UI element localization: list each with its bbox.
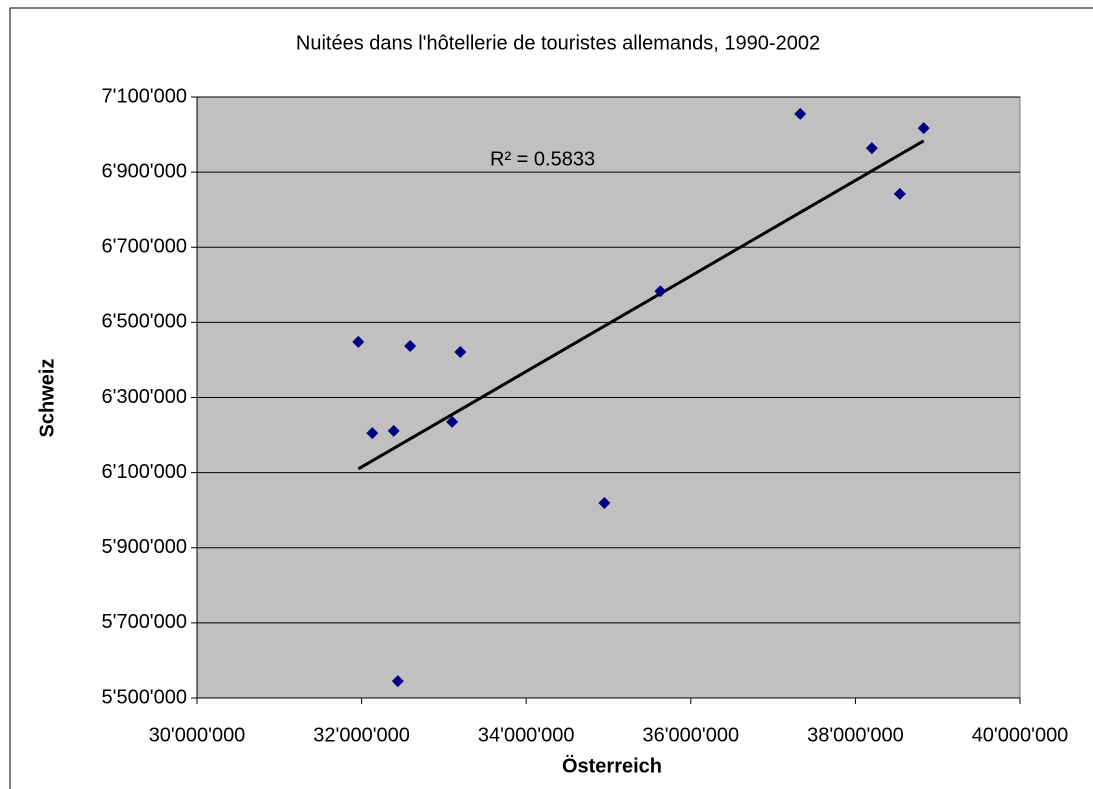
point [865,142,878,155]
point [794,107,807,120]
x-tick-label: 34'000'000 [478,724,575,746]
point [454,346,467,359]
y-tick-label: 6'700'000 [102,236,188,258]
point [352,335,365,348]
point [917,122,930,135]
y-tick-label: 6'500'000 [102,311,188,333]
point [366,427,379,440]
y-tick-label: 6'900'000 [102,160,188,182]
y-tick-label: 5'700'000 [102,611,188,633]
x-tick-label: 36'000'000 [642,724,739,746]
point [598,497,611,510]
point [404,340,417,353]
point [391,675,404,688]
x-tick-label: 32'000'000 [313,724,410,746]
x-axis-label: Österreich [562,754,662,777]
trendline [357,139,925,471]
y-axis-label: Schweiz [36,359,58,438]
point [387,424,400,437]
chart-title: Nuitées dans l'hôtellerie de touristes a… [296,32,820,54]
point [446,415,459,428]
y-tick-label: 7'100'000 [102,85,188,107]
point [893,187,906,200]
x-tick-label: 30'000'000 [149,724,246,746]
y-tick-label: 6'300'000 [102,386,188,408]
y-tick-label: 5'500'000 [102,686,188,708]
point [654,285,667,298]
annotation: R² = 0.5833 [490,148,595,170]
y-tick-label: 6'100'000 [102,461,188,483]
y-tick-label: 5'900'000 [102,536,188,558]
x-tick-label: 40'000'000 [972,724,1069,746]
x-tick-label: 38'000'000 [807,724,904,746]
